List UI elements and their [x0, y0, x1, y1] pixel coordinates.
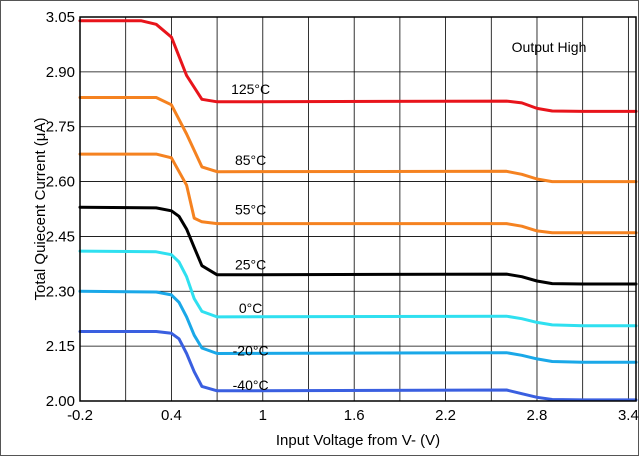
- x-tick-label: 0.4: [161, 407, 182, 424]
- series-line: [78, 152, 638, 235]
- y-tick-label: 2.30: [46, 283, 75, 300]
- series-line: [78, 205, 638, 286]
- x-tick-label: 3.4: [618, 407, 639, 424]
- y-tick-label: 2.60: [46, 174, 75, 191]
- series-line: [78, 19, 638, 113]
- grid-lines: [80, 17, 636, 401]
- y-tick-label: 2.00: [46, 393, 75, 410]
- series-label: -20°C: [233, 342, 269, 358]
- x-tick-label: -0.2: [67, 407, 93, 424]
- series-label: 0°C: [239, 300, 263, 316]
- series-line: [78, 330, 638, 402]
- x-tick-label: 2.8: [527, 407, 548, 424]
- x-tick-label: 2.2: [435, 407, 456, 424]
- series-line: [78, 96, 638, 184]
- series-label: -40°C: [233, 377, 269, 393]
- y-tick-label: 3.05: [46, 9, 75, 26]
- y-axis-title: Total Quiecent Current (μA): [32, 118, 49, 301]
- series-label: 55°C: [235, 201, 266, 217]
- x-axis-title: Input Voltage from V- (V): [276, 432, 440, 449]
- y-tick-label: 2.45: [46, 228, 75, 245]
- series-labels: 125°C 85°C 55°C 25°C 0°C -20°C -40°C: [231, 81, 270, 393]
- x-tick-label: 1: [259, 407, 267, 424]
- x-tick-label: 1.6: [344, 407, 365, 424]
- y-tick-label: 2.90: [46, 64, 75, 81]
- series-label: 25°C: [235, 256, 266, 272]
- series-line: [78, 289, 638, 364]
- y-tick-label: 2.15: [46, 338, 75, 355]
- series-label: 85°C: [235, 152, 266, 168]
- tick-labels: -0.2 0.4 1 1.6 2.2 2.8 3.4 2.00 2.15 2.30 2.45 2.60…: [46, 9, 639, 424]
- y-tick-label: 2.75: [46, 119, 75, 136]
- series-line: [78, 249, 638, 328]
- output-high-annotation: Output High: [512, 39, 587, 55]
- series-label: 125°C: [231, 81, 270, 97]
- plot-area: [79, 16, 637, 402]
- series-lines: [78, 19, 638, 402]
